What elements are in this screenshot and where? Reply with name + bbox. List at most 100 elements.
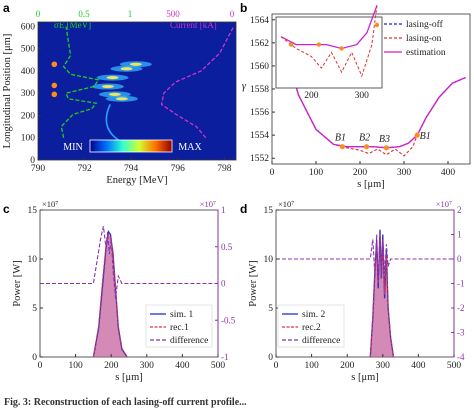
series-line-0	[60, 26, 100, 138]
area-fill	[370, 233, 394, 357]
y2-tick-label: -3	[457, 328, 465, 338]
x-tick-label: 300	[376, 361, 391, 371]
inset-marker	[288, 42, 294, 47]
top-tick-label: 0	[36, 9, 41, 19]
area-fill	[93, 234, 128, 357]
panel-d-power-plot: 0 5 10 15 ×10⁷ -4 -3 -2 -1 0 1 2 ×10⁷ 0 100 200 300 400 50…	[248, 199, 465, 383]
x-tick-label: 500	[447, 361, 462, 371]
heat-spot-core	[108, 92, 121, 96]
series-line-1	[160, 26, 235, 139]
inset-estimation-line	[280, 5, 378, 50]
bunch-label: B2	[359, 133, 370, 144]
x-tick-label: 400	[411, 361, 426, 371]
bunch-label: B1	[420, 131, 431, 142]
x-axis-label: s [μm]	[115, 372, 143, 383]
y2-tick-label: 0.5	[221, 242, 233, 252]
y2-exponent: ×10⁷	[436, 199, 452, 209]
x-tick-label: 100	[304, 361, 319, 371]
series-line-difference	[276, 234, 454, 282]
panel-b-gamma-plot: B1 B2 B3 B1 0 100 200 300 400 1552 1554 1556 1558 156…	[242, 5, 471, 190]
bunch-label: B3	[379, 134, 390, 145]
legend-label-2: estimation	[406, 48, 446, 58]
panel-letter-d: d	[240, 202, 247, 216]
y-exponent: ×10⁷	[42, 199, 58, 209]
x-axis-label: Energy [MeV]	[106, 175, 167, 186]
heatmap-background	[38, 22, 236, 160]
area-fill	[93, 231, 128, 357]
x-tick-label: 400	[441, 168, 456, 178]
y2-tick-label: 1	[221, 205, 226, 215]
y-tick-label: 15	[28, 206, 38, 216]
legend-label-0: sim. 1	[170, 310, 193, 320]
legend-current: Current [kA]	[170, 20, 217, 30]
colorbar	[89, 139, 173, 153]
y2-tick-label: 2	[457, 205, 462, 215]
y-tick-label: 500	[21, 45, 36, 55]
x-tick-label: 0	[274, 361, 279, 371]
heat-spot-core	[115, 97, 128, 101]
series-line-rec	[92, 233, 128, 358]
x-tick-label: 300	[140, 361, 155, 371]
y-tick-label: 1564	[250, 16, 269, 26]
y2-tick-label: -1	[221, 352, 229, 362]
legend-label-0: sim. 2	[302, 310, 325, 320]
legend-label-0: lasing-off	[406, 19, 444, 30]
heat-spot-core	[101, 84, 114, 89]
legend-label-2: difference	[170, 335, 208, 346]
y-axis-label: Power [W]	[12, 260, 23, 306]
y-tick-label: 100	[21, 134, 36, 144]
y-tick-label: 0	[30, 156, 35, 166]
legend-label-1: lasing-on	[406, 34, 442, 44]
inset-x-tick-label: 200	[304, 91, 319, 101]
x-axis-label: s [μm]	[357, 179, 385, 190]
y-tick-label: 10	[264, 255, 274, 265]
panel-letter-a: a	[3, 1, 10, 15]
y-axis-label: γ	[242, 81, 247, 92]
y2-tick-label: -4	[457, 352, 465, 362]
y-tick-label: 1554	[250, 131, 269, 141]
panel-c-power-plot: 0 5 10 15 ×10⁷ -1 -0.5 0 0.5 1 ×10⁷ 0 100 200 300 400 50…	[12, 199, 236, 383]
bunch-marker	[414, 132, 420, 138]
heat-spot-core	[106, 76, 119, 80]
inset-frame	[275, 16, 383, 89]
y2-tick-label: -2	[457, 303, 465, 313]
y-tick-label: 1556	[250, 108, 269, 118]
bunch-marker	[339, 144, 345, 150]
x-tick-label: 796	[171, 164, 186, 174]
top-tick-label: 0.5	[78, 9, 90, 19]
marker-point	[51, 61, 58, 68]
y-axis-label: Longitudinal Position [μm]	[2, 34, 13, 149]
y-tick-label: 0	[32, 353, 37, 363]
x-tick-label: 792	[77, 164, 92, 174]
x-tick-label: 400	[175, 361, 190, 371]
panel-letter-c: c	[3, 202, 10, 216]
x-tick-label: 200	[104, 361, 119, 371]
y-exponent: ×10⁷	[278, 199, 294, 209]
panel-a-heatmap: MIN MAX σE [MeV] Current [kA] 790 792 794 796 79…	[2, 9, 237, 186]
y-tick-label: 15	[264, 206, 274, 216]
top-tick-label: 1	[128, 9, 133, 19]
y-tick-label: 1552	[250, 154, 269, 164]
inset-marker	[339, 46, 344, 51]
x-tick-label: 798	[217, 164, 232, 174]
x-tick-label: 0	[270, 168, 275, 178]
x-tick-label: 200	[340, 361, 355, 371]
y2-tick-label: -0.5	[221, 315, 236, 325]
plot-frame	[37, 21, 237, 161]
y-tick-label: 1562	[250, 39, 269, 49]
legend-label-1: rec.2	[302, 323, 321, 333]
y-tick-label: 1560	[250, 62, 269, 72]
y-axis-label: Power [W]	[248, 260, 259, 306]
series-line-2	[275, 17, 466, 149]
y2-exponent: ×10⁷	[200, 199, 216, 209]
x-tick-label: 100	[309, 168, 324, 178]
legend-label-1: rec.1	[170, 323, 189, 333]
series-line-difference	[40, 226, 218, 299]
legend-label-2: difference	[302, 335, 340, 346]
x-tick-label: 100	[68, 361, 83, 371]
legend-sigmaE: σE [MeV]	[54, 20, 91, 30]
y2-tick-label: 0	[457, 254, 462, 264]
figure-caption: Fig. 3: Reconstruction of each lasing-of…	[4, 397, 247, 408]
top-tick-label: 0	[230, 9, 235, 19]
